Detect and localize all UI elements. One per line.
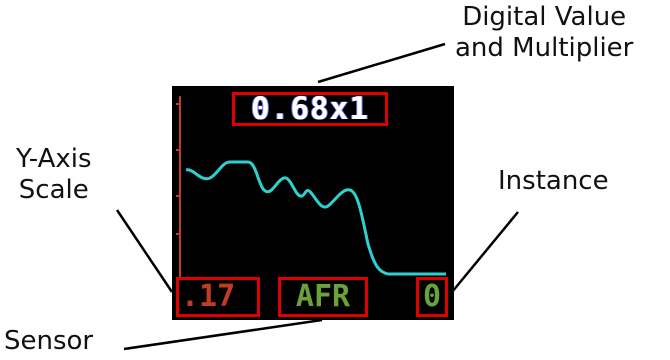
sensor-pointer <box>123 318 323 351</box>
sensor-label: Sensor <box>4 326 94 356</box>
digital-value-label-line2: and Multiplier <box>455 33 634 63</box>
digital-value-readout: 0.68x1 <box>232 92 388 126</box>
gauge-graph <box>176 96 446 278</box>
digital-value-label-line1: Digital Value <box>462 2 627 32</box>
instance-pointer <box>451 211 519 293</box>
sensor-trace <box>185 160 446 276</box>
sensor-callout: Sensor <box>4 326 93 357</box>
y-axis-scale-value: .17 <box>176 277 260 317</box>
digital-value-callout: Digital Value and Multiplier <box>455 2 633 64</box>
digital-value-pointer <box>317 42 446 84</box>
y-axis-scale-pointer <box>115 209 174 293</box>
sensor-name: AFR <box>278 277 368 317</box>
y-axis-scale-callout: Y-Axis Scale <box>16 144 92 206</box>
gauge-screen: 0.68x1 .17 AFR 0 <box>172 86 454 320</box>
instance-value: 0 <box>416 277 448 317</box>
instance-label: Instance <box>498 166 609 196</box>
instance-callout: Instance <box>498 166 609 197</box>
y-axis-label-line2: Scale <box>18 175 89 205</box>
y-axis-label-line1: Y-Axis <box>16 144 92 174</box>
